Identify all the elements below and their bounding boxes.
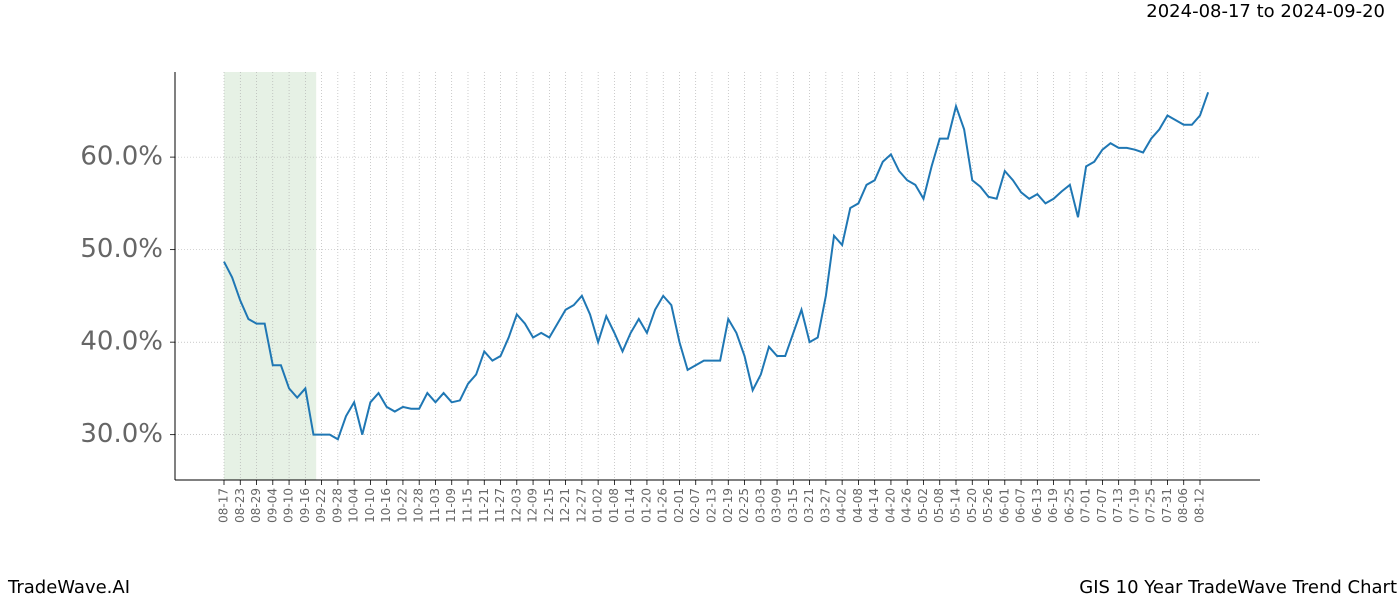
x-tick-label: 02-25 [737, 488, 751, 523]
x-tick-label: 04-26 [900, 488, 914, 523]
x-tick-label: 08-06 [1176, 488, 1190, 523]
x-tick-label: 10-28 [412, 488, 426, 523]
x-tick-label: 07-01 [1079, 488, 1093, 523]
x-tick-label: 04-20 [883, 488, 897, 523]
x-tick-label: 10-10 [363, 488, 377, 523]
line-series [223, 92, 1210, 441]
x-tick-label: 08-23 [233, 488, 247, 523]
chart-title: 2024-08-17 to 2024-09-20 [1146, 1, 1385, 22]
x-tick-label: 06-07 [1014, 488, 1028, 523]
x-tick-label: 12-27 [574, 488, 588, 523]
y-tick-label: 30.0% [80, 419, 163, 449]
x-tick-label: 09-16 [298, 488, 312, 523]
x-tick-label: 01-02 [591, 488, 605, 523]
x-tick-label: 12-09 [526, 488, 540, 523]
x-tick-label: 08-29 [249, 488, 263, 523]
x-tick-label: 10-16 [379, 488, 393, 523]
x-tick-label: 06-19 [1046, 488, 1060, 523]
x-tick-label: 09-22 [314, 488, 328, 523]
x-tick-label: 01-08 [607, 488, 621, 523]
x-tick-label: 11-03 [428, 488, 442, 523]
x-tick-label: 05-02 [916, 488, 930, 523]
x-tick-label: 08-12 [1193, 488, 1207, 523]
x-tick-label: 04-14 [867, 488, 881, 523]
x-tick-label: 06-25 [1062, 488, 1076, 523]
x-tick-label: 03-15 [786, 488, 800, 523]
x-tick-label: 12-21 [558, 488, 572, 523]
y-tick-label: 60.0% [80, 142, 163, 172]
y-tick-label: 50.0% [80, 234, 163, 264]
x-tick-label: 05-20 [965, 488, 979, 523]
x-tick-label: 07-31 [1160, 488, 1174, 523]
x-tick-label: 05-08 [932, 488, 946, 523]
footer-right: GIS 10 Year TradeWave Trend Chart [1079, 577, 1397, 598]
x-tick-label: 09-04 [265, 488, 279, 523]
x-tick-label: 02-13 [705, 488, 719, 523]
x-tick-label: 05-26 [981, 488, 995, 523]
x-tick-label: 12-15 [542, 488, 556, 523]
x-tick-label: 03-21 [802, 488, 816, 523]
x-tick-label: 07-19 [1127, 488, 1141, 523]
x-tick-label: 02-01 [672, 488, 686, 523]
x-tick-label: 03-27 [818, 488, 832, 523]
x-tick-label: 07-07 [1095, 488, 1109, 523]
footer-left: TradeWave.AI [7, 577, 130, 598]
x-tick-label: 12-03 [509, 488, 523, 523]
x-tick-label: 11-09 [444, 488, 458, 523]
x-tick-label: 01-20 [639, 488, 653, 523]
x-tick-label: 08-17 [217, 488, 231, 523]
x-tick-label: 11-21 [477, 488, 491, 523]
x-tick-label: 09-10 [282, 488, 296, 523]
x-tick-label: 11-27 [493, 488, 507, 523]
x-tick-label: 10-04 [347, 488, 361, 523]
x-tick-label: 01-26 [656, 488, 670, 523]
x-tick-label: 04-02 [835, 488, 849, 523]
x-tick-label: 06-13 [1030, 488, 1044, 523]
x-tick-label: 04-08 [851, 488, 865, 523]
x-tick-label: 02-19 [721, 488, 735, 523]
x-tick-label: 05-14 [949, 488, 963, 523]
x-tick-label: 07-13 [1111, 488, 1125, 523]
x-tick-label: 06-01 [997, 488, 1011, 523]
x-tick-label: 01-14 [623, 488, 637, 523]
y-tick-label: 40.0% [80, 327, 163, 357]
x-tick-label: 07-25 [1144, 488, 1158, 523]
x-tick-label: 09-28 [330, 488, 344, 523]
x-tick-label: 03-09 [770, 488, 784, 523]
x-tick-label: 02-07 [688, 488, 702, 523]
x-tick-label: 03-03 [753, 488, 767, 523]
x-tick-label: 11-15 [461, 488, 475, 523]
x-tick-label: 10-22 [395, 488, 409, 523]
highlight-band [224, 72, 317, 480]
